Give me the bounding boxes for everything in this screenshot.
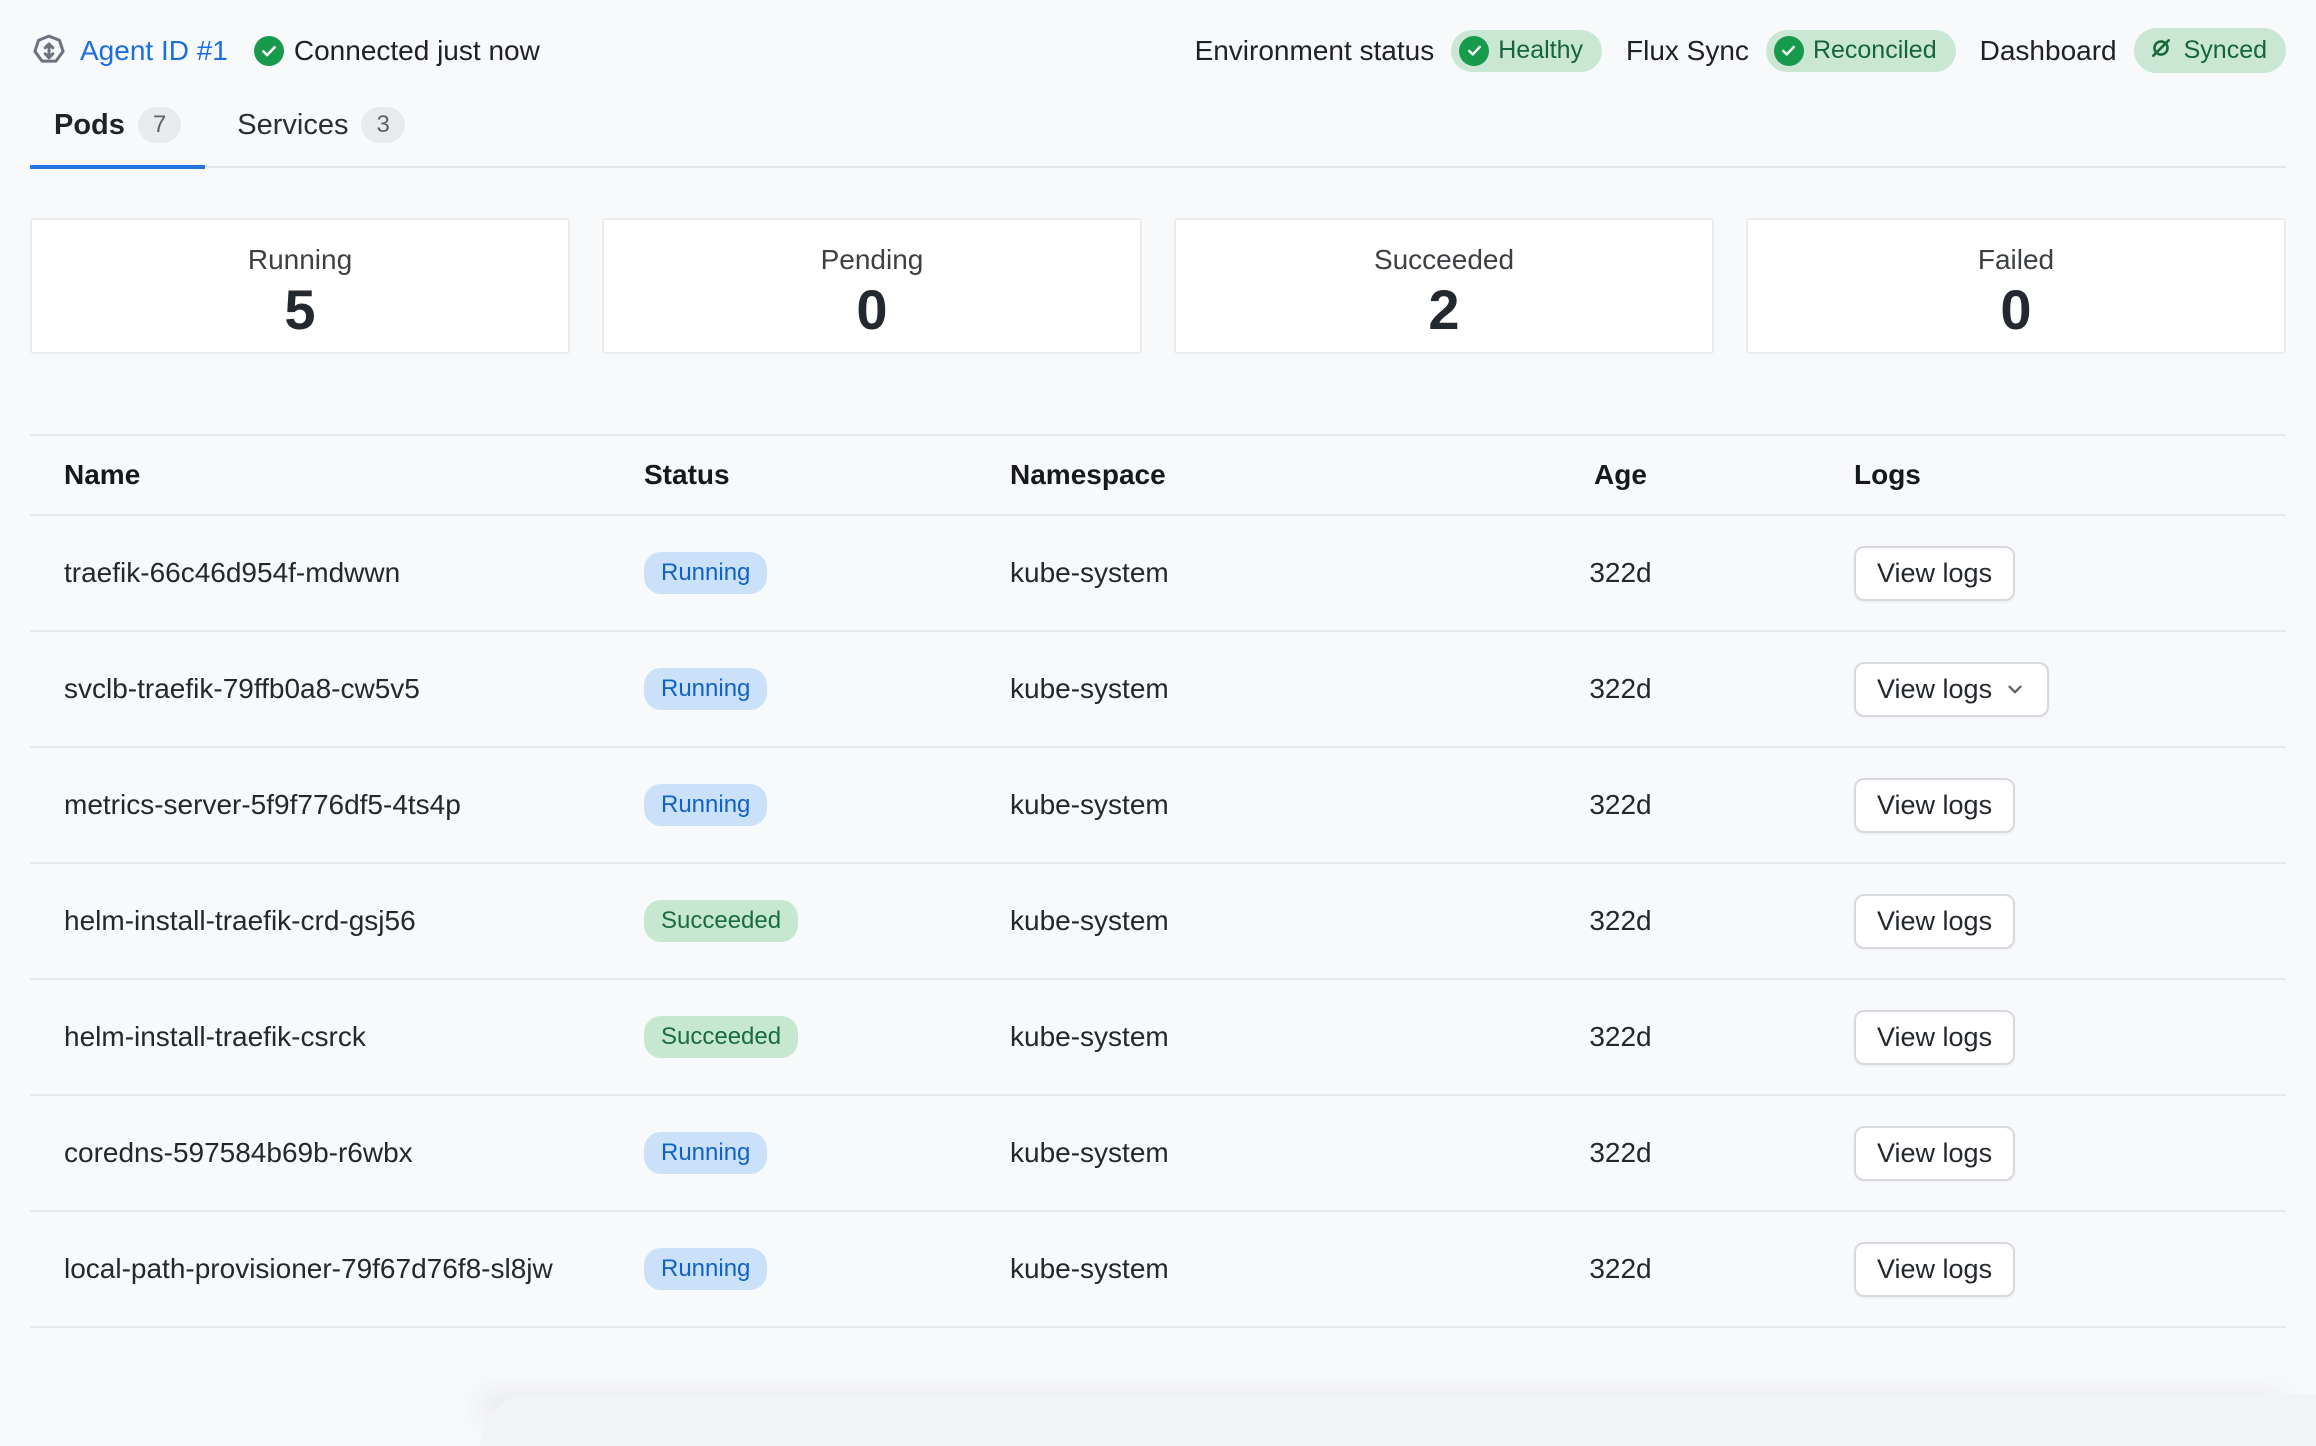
pod-name: helm-install-traefik-crd-gsj56 bbox=[64, 905, 416, 937]
pods-table: Name Status Namespace Age Logs traefik-6… bbox=[30, 434, 2286, 1328]
table-body: traefik-66c46d954f-mdwwn Running kube-sy… bbox=[30, 516, 2286, 1328]
status-badge: Running bbox=[644, 783, 768, 827]
view-logs-label: View logs bbox=[1877, 1253, 1993, 1284]
view-logs-button[interactable]: View logs bbox=[1854, 1125, 2016, 1181]
environment-status-label: Environment status bbox=[1194, 34, 1435, 66]
table-row: local-path-provisioner-79f67d76f8-sl8jw … bbox=[30, 1212, 2286, 1328]
summary-card-value: 0 bbox=[2000, 278, 2032, 341]
environment-status-badge: Healthy bbox=[1451, 29, 1602, 72]
summary-card-label: Pending bbox=[820, 244, 924, 275]
flux-sync-label: Flux Sync bbox=[1626, 34, 1749, 66]
summary-card: Pending 0 bbox=[602, 218, 1142, 354]
table-row: metrics-server-5f9f776df5-4ts4p Running … bbox=[30, 748, 2286, 864]
summary-card-value: 5 bbox=[284, 278, 316, 341]
status-badge: Succeeded bbox=[644, 899, 799, 943]
view-logs-button[interactable]: View logs bbox=[1854, 661, 2050, 717]
background-sheet-corner bbox=[480, 1394, 2316, 1446]
summary-card: Running 5 bbox=[30, 218, 570, 354]
status-badge: Running bbox=[644, 1247, 768, 1291]
top-bar: Agent ID #1 Connected just now Environme… bbox=[30, 0, 2286, 73]
column-header-status: Status bbox=[644, 459, 730, 490]
status-badge: Running bbox=[644, 551, 768, 595]
synced-icon bbox=[2147, 34, 2175, 67]
tab-label: Pods bbox=[54, 108, 125, 141]
summary-card-label: Running bbox=[247, 244, 353, 275]
pod-age: 322d bbox=[1589, 905, 1652, 936]
dashboard-sync-badge: Synced bbox=[2133, 28, 2286, 73]
healthy-check-icon bbox=[1459, 35, 1490, 66]
pod-namespace: kube-system bbox=[1010, 673, 1169, 704]
table-header-row: Name Status Namespace Age Logs bbox=[30, 434, 2286, 516]
summary-card-value: 2 bbox=[1428, 278, 1460, 341]
tab-bar: Pods 7 Services 3 bbox=[30, 93, 2286, 169]
pod-name: metrics-server-5f9f776df5-4ts4p bbox=[64, 789, 461, 821]
tab-count-badge: 7 bbox=[137, 107, 182, 143]
view-logs-label: View logs bbox=[1877, 1021, 1993, 1052]
view-logs-button[interactable]: View logs bbox=[1854, 777, 2016, 833]
pod-namespace: kube-system bbox=[1010, 905, 1169, 936]
flux-sync-badge: Reconciled bbox=[1765, 29, 1956, 72]
pod-name: helm-install-traefik-csrck bbox=[64, 1021, 366, 1053]
pod-age: 322d bbox=[1589, 1253, 1652, 1284]
table-row: helm-install-traefik-csrck Succeeded kub… bbox=[30, 980, 2286, 1096]
view-logs-label: View logs bbox=[1877, 1137, 1993, 1168]
summary-card-label: Succeeded bbox=[1373, 244, 1515, 275]
tab[interactable]: Pods 7 bbox=[30, 93, 206, 169]
status-badge: Running bbox=[644, 1131, 768, 1175]
status-badge: Running bbox=[644, 667, 768, 711]
view-logs-button[interactable]: View logs bbox=[1854, 1241, 2016, 1297]
table-row: coredns-597584b69b-r6wbx Running kube-sy… bbox=[30, 1096, 2286, 1212]
view-logs-button[interactable]: View logs bbox=[1854, 893, 2016, 949]
view-logs-button[interactable]: View logs bbox=[1854, 1009, 2016, 1065]
summary-card-value: 0 bbox=[856, 278, 888, 341]
pod-namespace: kube-system bbox=[1010, 557, 1169, 588]
column-header-namespace: Namespace bbox=[1010, 459, 1166, 490]
table-row: helm-install-traefik-crd-gsj56 Succeeded… bbox=[30, 864, 2286, 980]
agent-id-link[interactable]: Agent ID #1 bbox=[80, 34, 228, 66]
pod-name: traefik-66c46d954f-mdwwn bbox=[64, 557, 401, 589]
connection-status-text: Connected just now bbox=[293, 34, 540, 66]
pod-namespace: kube-system bbox=[1010, 789, 1169, 820]
tab-label: Services bbox=[237, 108, 349, 141]
summary-card: Succeeded 2 bbox=[1174, 218, 1714, 354]
view-logs-label: View logs bbox=[1877, 557, 1993, 588]
agent-icon bbox=[30, 32, 68, 70]
pod-namespace: kube-system bbox=[1010, 1253, 1169, 1284]
dashboard-label: Dashboard bbox=[1979, 34, 2117, 66]
chevron-down-icon bbox=[2008, 685, 2022, 694]
pod-summary-cards: Running 5 Pending 0 Succeeded 2 Failed 0 bbox=[30, 218, 2286, 354]
pod-age: 322d bbox=[1589, 673, 1652, 704]
tab[interactable]: Services 3 bbox=[213, 93, 429, 169]
view-logs-label: View logs bbox=[1877, 789, 1993, 820]
connected-check-icon bbox=[253, 35, 284, 66]
summary-card-label: Failed bbox=[1977, 244, 2055, 275]
view-logs-button[interactable]: View logs bbox=[1854, 545, 2016, 601]
tab-count-badge: 3 bbox=[361, 107, 405, 143]
pod-age: 322d bbox=[1589, 557, 1652, 588]
column-header-age: Age bbox=[1594, 459, 1647, 490]
table-row: traefik-66c46d954f-mdwwn Running kube-sy… bbox=[30, 516, 2286, 632]
column-header-logs: Logs bbox=[1854, 459, 1921, 490]
pod-age: 322d bbox=[1589, 789, 1652, 820]
reconciled-check-icon bbox=[1773, 35, 1804, 66]
status-badge: Succeeded bbox=[644, 1015, 799, 1059]
column-header-name: Name bbox=[64, 459, 141, 490]
table-row: svclb-traefik-79ffb0a8-cw5v5 Running kub… bbox=[30, 632, 2286, 748]
pod-name: coredns-597584b69b-r6wbx bbox=[64, 1137, 413, 1169]
view-logs-label: View logs bbox=[1877, 673, 1993, 704]
pod-namespace: kube-system bbox=[1010, 1021, 1169, 1052]
pod-namespace: kube-system bbox=[1010, 1137, 1169, 1168]
pod-name: svclb-traefik-79ffb0a8-cw5v5 bbox=[64, 673, 420, 705]
pod-age: 322d bbox=[1589, 1137, 1652, 1168]
pod-age: 322d bbox=[1589, 1021, 1652, 1052]
view-logs-label: View logs bbox=[1877, 905, 1993, 936]
pod-name: local-path-provisioner-79f67d76f8-sl8jw bbox=[64, 1253, 553, 1285]
summary-card: Failed 0 bbox=[1746, 218, 2286, 354]
